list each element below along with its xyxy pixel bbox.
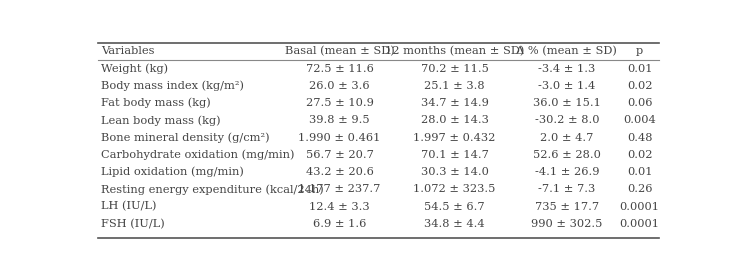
Text: 70.2 ± 11.5: 70.2 ± 11.5 [420, 64, 488, 74]
Text: 0.02: 0.02 [627, 81, 653, 91]
Text: 25.1 ± 3.8: 25.1 ± 3.8 [424, 81, 485, 91]
Text: 43.2 ± 20.6: 43.2 ± 20.6 [305, 167, 373, 177]
Text: 30.3 ± 14.0: 30.3 ± 14.0 [420, 167, 488, 177]
Text: 1.072 ± 323.5: 1.072 ± 323.5 [413, 184, 496, 194]
Text: 27.5 ± 10.9: 27.5 ± 10.9 [305, 98, 373, 108]
Text: Weight (kg): Weight (kg) [101, 63, 168, 74]
Text: Resting energy expenditure (kcal/24h): Resting energy expenditure (kcal/24h) [101, 184, 324, 194]
Text: 0.26: 0.26 [627, 184, 653, 194]
Text: 70.1 ± 14.7: 70.1 ± 14.7 [420, 150, 488, 160]
Text: 72.5 ± 11.6: 72.5 ± 11.6 [305, 64, 373, 74]
Text: Carbohydrate oxidation (mg/min): Carbohydrate oxidation (mg/min) [101, 150, 294, 160]
Text: 990 ± 302.5: 990 ± 302.5 [531, 219, 602, 229]
Text: 0.02: 0.02 [627, 150, 653, 160]
Text: Variables: Variables [101, 47, 154, 56]
Text: 36.0 ± 15.1: 36.0 ± 15.1 [533, 98, 601, 108]
Text: 34.7 ± 14.9: 34.7 ± 14.9 [420, 98, 488, 108]
Text: 52.6 ± 28.0: 52.6 ± 28.0 [533, 150, 601, 160]
Text: 1.177 ± 237.7: 1.177 ± 237.7 [299, 184, 381, 194]
Text: -3.0 ± 1.4: -3.0 ± 1.4 [538, 81, 596, 91]
Text: -7.1 ± 7.3: -7.1 ± 7.3 [538, 184, 596, 194]
Text: p: p [636, 47, 644, 56]
Text: Lean body mass (kg): Lean body mass (kg) [101, 115, 220, 126]
Text: 56.7 ± 20.7: 56.7 ± 20.7 [305, 150, 373, 160]
Text: Δ % (mean ± SD): Δ % (mean ± SD) [517, 46, 617, 57]
Text: 34.8 ± 4.4: 34.8 ± 4.4 [424, 219, 485, 229]
Text: 0.48: 0.48 [627, 132, 653, 143]
Text: Lipid oxidation (mg/min): Lipid oxidation (mg/min) [101, 167, 244, 177]
Text: 0.01: 0.01 [627, 64, 653, 74]
Text: -4.1 ± 26.9: -4.1 ± 26.9 [534, 167, 599, 177]
Text: Bone mineral density (g/cm²): Bone mineral density (g/cm²) [101, 132, 270, 143]
Text: 6.9 ± 1.6: 6.9 ± 1.6 [313, 219, 366, 229]
Text: 28.0 ± 14.3: 28.0 ± 14.3 [420, 115, 488, 125]
Text: 1.990 ± 0.461: 1.990 ± 0.461 [299, 132, 381, 143]
Text: 2.0 ± 4.7: 2.0 ± 4.7 [540, 132, 593, 143]
Text: 0.06: 0.06 [627, 98, 653, 108]
Text: 26.0 ± 3.6: 26.0 ± 3.6 [309, 81, 370, 91]
Text: 12 months (mean ± SD): 12 months (mean ± SD) [385, 46, 524, 57]
Text: Fat body mass (kg): Fat body mass (kg) [101, 98, 211, 108]
Text: LH (IU/L): LH (IU/L) [101, 201, 157, 212]
Text: 54.5 ± 6.7: 54.5 ± 6.7 [424, 202, 485, 212]
Text: 735 ± 17.7: 735 ± 17.7 [535, 202, 599, 212]
Text: 1.997 ± 0.432: 1.997 ± 0.432 [413, 132, 496, 143]
Text: 0.004: 0.004 [624, 115, 656, 125]
Text: Body mass index (kg/m²): Body mass index (kg/m²) [101, 81, 244, 91]
Text: 0.01: 0.01 [627, 167, 653, 177]
Text: 12.4 ± 3.3: 12.4 ± 3.3 [309, 202, 370, 212]
Text: -3.4 ± 1.3: -3.4 ± 1.3 [538, 64, 596, 74]
Text: 0.0001: 0.0001 [620, 219, 660, 229]
Text: Basal (mean ± SD): Basal (mean ± SD) [285, 46, 395, 57]
Text: -30.2 ± 8.0: -30.2 ± 8.0 [534, 115, 599, 125]
Text: FSH (IU/L): FSH (IU/L) [101, 219, 165, 229]
Text: 39.8 ± 9.5: 39.8 ± 9.5 [309, 115, 370, 125]
Text: 0.0001: 0.0001 [620, 202, 660, 212]
